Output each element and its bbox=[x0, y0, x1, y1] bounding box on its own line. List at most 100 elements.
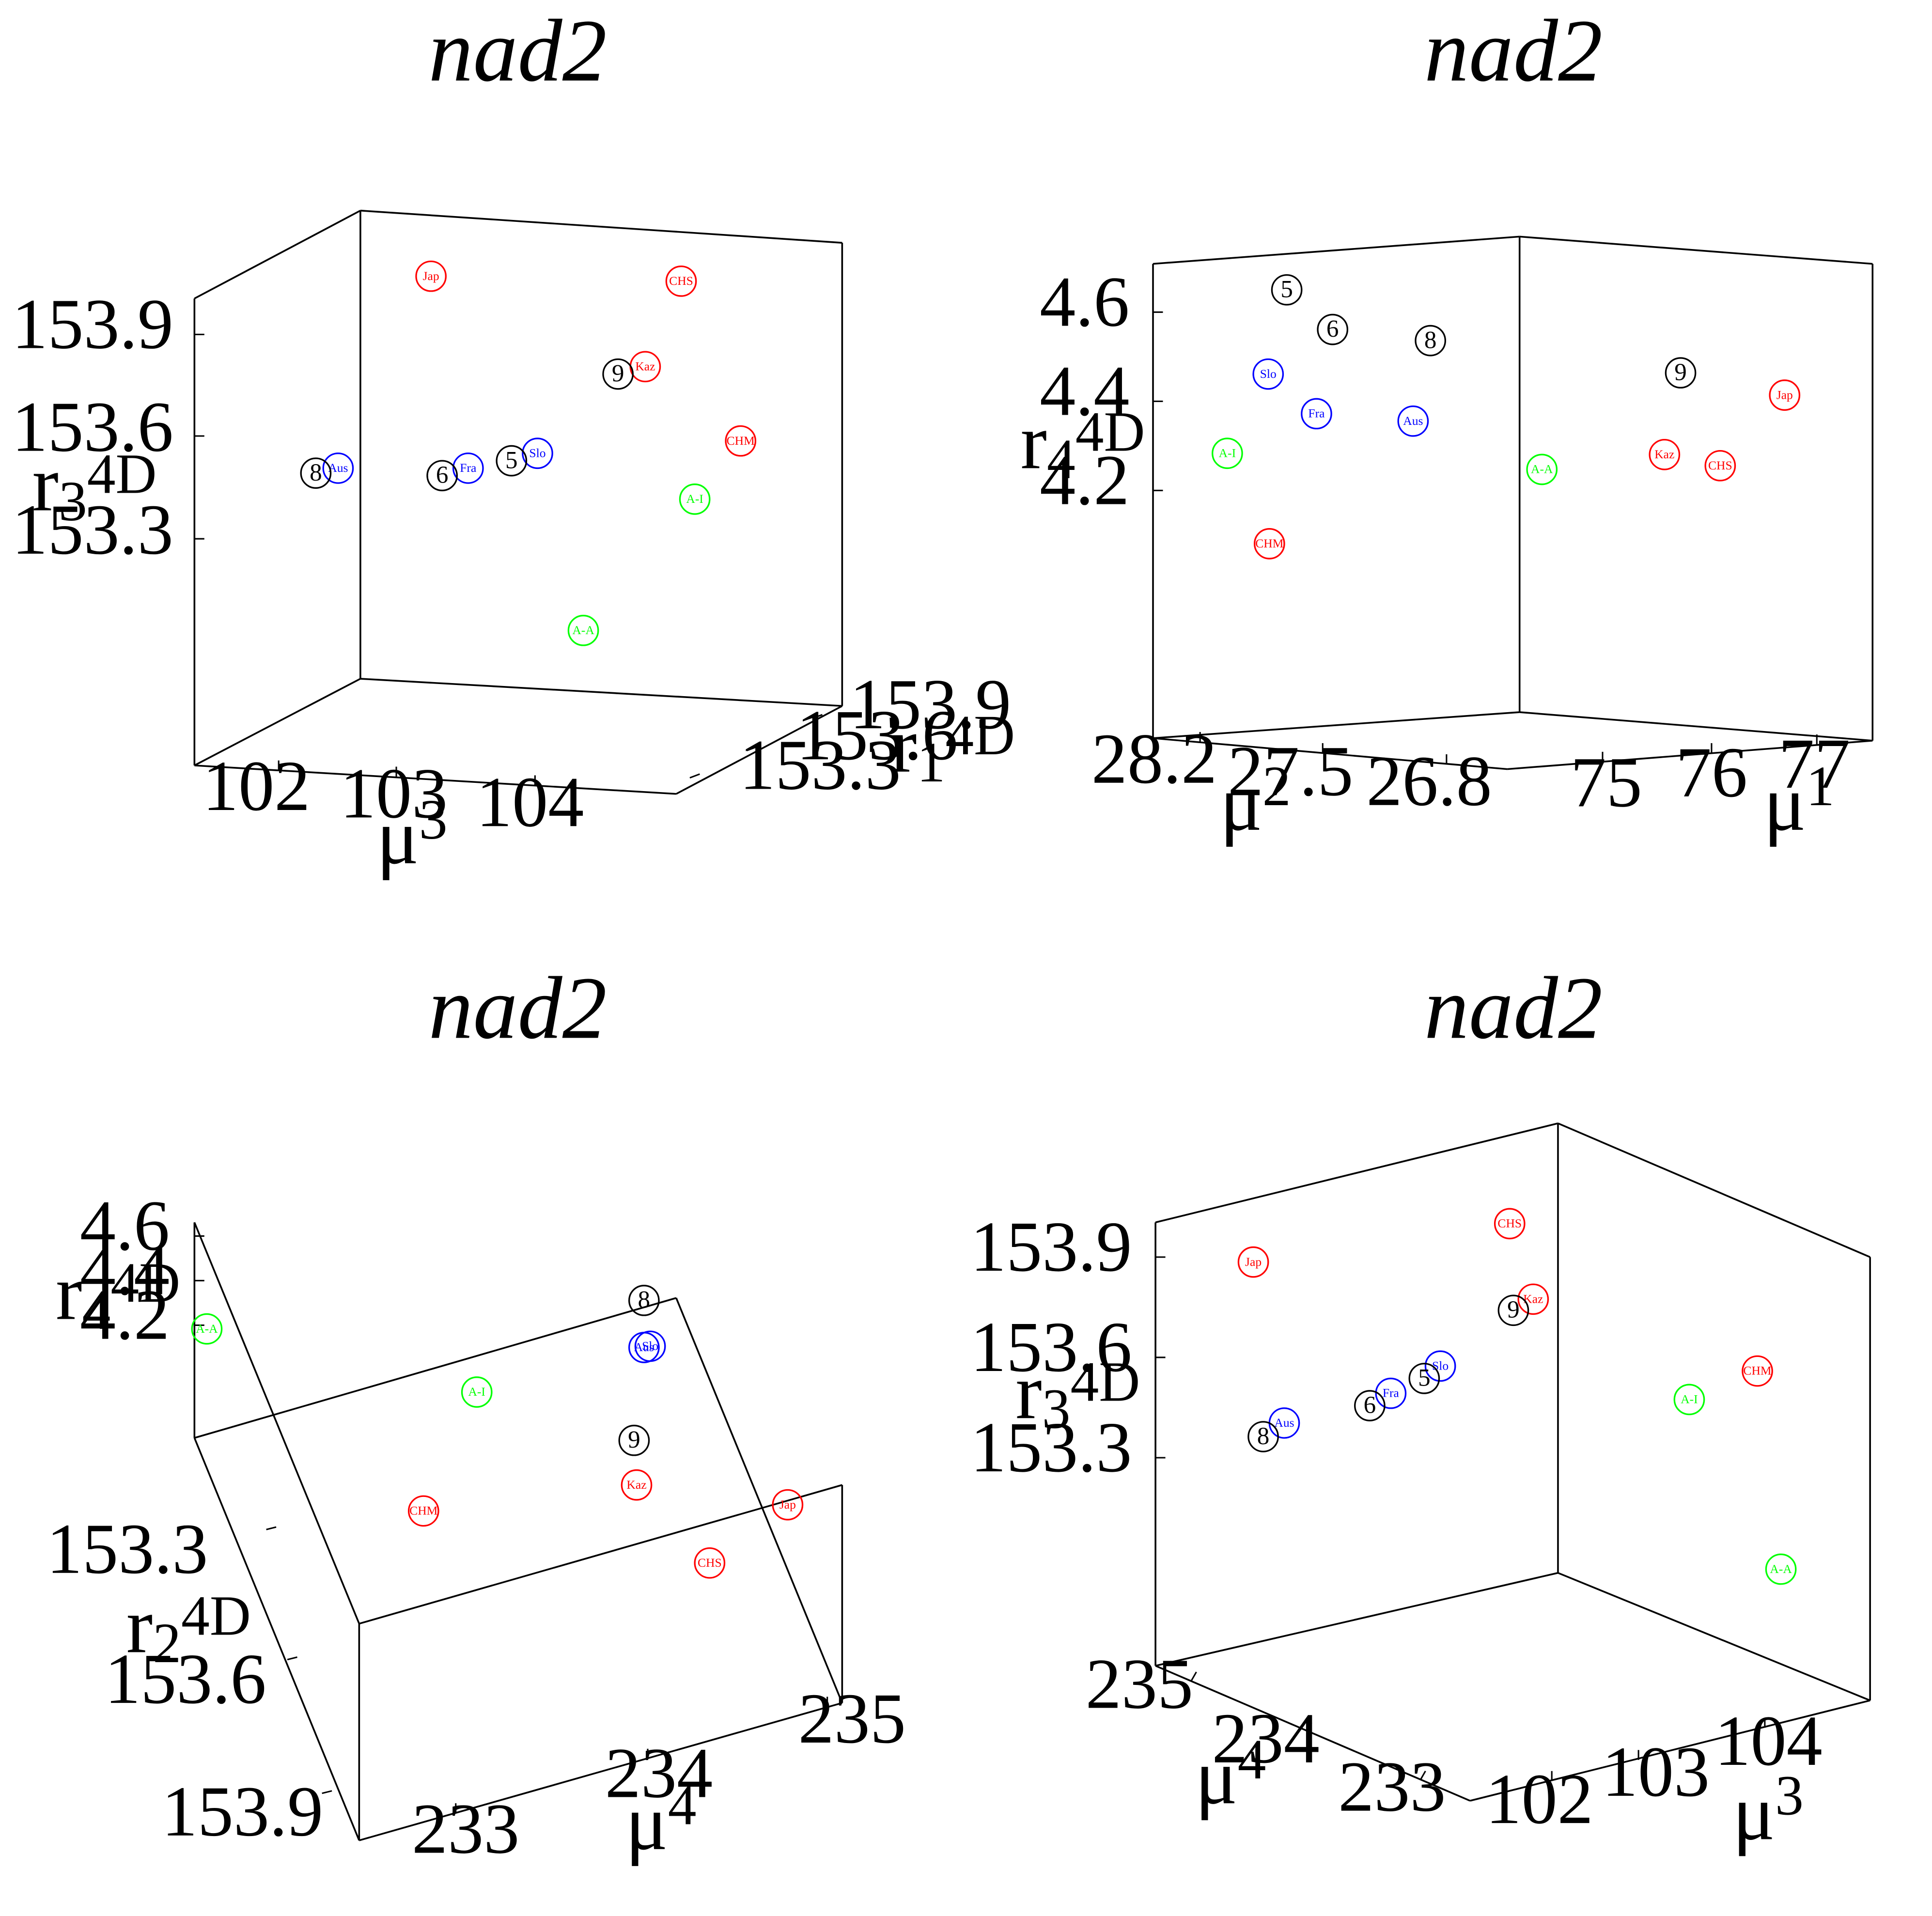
p2-point-fra-marker bbox=[1301, 398, 1332, 430]
panel-4-tickmarks bbox=[1155, 1256, 1766, 1781]
p2-point-kaz-label: Kaz bbox=[1654, 447, 1674, 461]
p2-y-tick-1: 75 bbox=[1571, 743, 1642, 822]
p2-point-9-label: 9 bbox=[1674, 358, 1687, 386]
p2-x-tick-1: 28.2 bbox=[1091, 719, 1217, 799]
p2-point-a-a-marker bbox=[1526, 453, 1558, 485]
p2-point-a-a-label: A-A bbox=[1531, 462, 1553, 476]
p4-point-8-label: 8 bbox=[1257, 1422, 1270, 1450]
p2-point-6-label: 6 bbox=[1326, 315, 1339, 343]
p1-point-jap-label: Jap bbox=[423, 269, 439, 283]
p4-point-5-label: 5 bbox=[1418, 1364, 1431, 1392]
panel-4-ticklabels: 153.3 153.6 153.9 235 234 233 102 103 10… bbox=[970, 1207, 1823, 1839]
p2-point-chm-marker bbox=[1253, 528, 1285, 560]
p1-point-8-label: 8 bbox=[310, 459, 322, 486]
p1-x-axis-label: μ3 bbox=[376, 788, 448, 881]
p1-z-tick-1: 153.3 bbox=[12, 490, 173, 570]
panel-1-title: nad2 bbox=[429, 1, 607, 100]
p3-point-a-a-marker bbox=[191, 1313, 223, 1345]
p2-point-fra-label: Fra bbox=[1308, 406, 1324, 421]
p3-point-slo-label: Slo bbox=[642, 1339, 658, 1353]
p1-y-tick-3: 153.9 bbox=[850, 665, 1012, 744]
p4-point-6-label: 6 bbox=[1364, 1391, 1376, 1419]
p1-point-chs-marker bbox=[665, 265, 697, 297]
p3-point-8-label: 8 bbox=[638, 1286, 651, 1314]
p4-z-tick-2: 153.6 bbox=[970, 1308, 1132, 1387]
p1-point-kaz-label: Kaz bbox=[635, 359, 655, 373]
panel-2-axis-labels: r44D μ2 μ1 bbox=[1020, 398, 1834, 847]
p2-point-9-marker bbox=[1665, 357, 1697, 389]
p2-point-a-i-marker bbox=[1212, 437, 1243, 469]
p3-point-8-marker bbox=[628, 1285, 660, 1316]
p2-point-6-marker bbox=[1317, 313, 1349, 345]
p1-point-a-a-label: A-A bbox=[572, 623, 594, 637]
p4-point-a-a-label: A-A bbox=[1770, 1562, 1792, 1576]
p3-point-a-i-label: A-I bbox=[468, 1385, 485, 1399]
p2-point-8-marker bbox=[1415, 325, 1446, 357]
p1-point-9-marker bbox=[602, 358, 634, 390]
panel-3-title: nad2 bbox=[429, 958, 607, 1057]
p1-point-jap-marker bbox=[415, 260, 447, 292]
p4-point-chm-marker bbox=[1742, 1355, 1773, 1387]
p3-point-a-i-marker bbox=[461, 1376, 493, 1408]
p2-x-tick-3: 26.8 bbox=[1366, 742, 1492, 821]
p3-y-axis-label: r24D bbox=[126, 1582, 251, 1674]
p3-x-tick-2: 234 bbox=[605, 1733, 713, 1813]
p4-point-5-marker bbox=[1408, 1363, 1440, 1394]
p3-z-tick-3: 4.6 bbox=[80, 1186, 170, 1266]
p1-point-slo-label: Slo bbox=[529, 446, 545, 460]
p2-point-jap-label: Jap bbox=[1776, 388, 1793, 402]
p2-point-aus-label: Aus bbox=[1403, 414, 1423, 428]
p4-x-axis-label: μ4 bbox=[1195, 1728, 1266, 1821]
p4-point-6-marker bbox=[1354, 1390, 1386, 1421]
p3-point-slo-marker bbox=[634, 1330, 666, 1362]
p3-point-a-a-label: A-A bbox=[196, 1322, 218, 1336]
p4-point-jap-marker bbox=[1237, 1246, 1269, 1278]
p2-point-slo-marker bbox=[1252, 358, 1284, 390]
p1-x-tick-1: 102 bbox=[203, 747, 310, 826]
p2-point-5-marker bbox=[1271, 274, 1303, 306]
p3-y-tick-1: 153.3 bbox=[47, 1510, 208, 1589]
p2-point-jap-marker bbox=[1769, 379, 1801, 411]
p4-x-tick-1: 235 bbox=[1086, 1644, 1193, 1724]
p2-y-axis-label: μ1 bbox=[1763, 755, 1835, 847]
p1-point-slo-marker bbox=[522, 437, 553, 469]
p1-point-chm-marker bbox=[725, 425, 757, 457]
p4-point-chs-label: CHS bbox=[1497, 1216, 1522, 1231]
panel-2-ticklabels: 4.2 4.4 4.6 28.2 27.5 26.8 75 76 77 bbox=[1040, 262, 1850, 822]
panel-3-axis-labels: r44D r24D μ4 bbox=[56, 1249, 696, 1867]
p1-x-tick-2: 103 bbox=[340, 754, 448, 833]
panel-3-tickmarks bbox=[194, 1235, 828, 1813]
p2-x-tick-2: 27.5 bbox=[1228, 732, 1353, 811]
p4-point-chs-marker bbox=[1494, 1208, 1526, 1240]
panel-2-box bbox=[1152, 235, 1874, 770]
p4-x-tick-3: 233 bbox=[1338, 1747, 1446, 1827]
p1-z-tick-2: 153.6 bbox=[12, 388, 173, 467]
p4-point-slo-marker bbox=[1424, 1350, 1456, 1382]
p1-point-5-marker bbox=[496, 445, 528, 477]
p2-point-chs-label: CHS bbox=[1708, 458, 1732, 472]
p3-x-tick-3: 235 bbox=[798, 1679, 906, 1759]
p3-point-chs-marker bbox=[694, 1547, 726, 1579]
panel-4-axis-labels: r34D μ4 μ3 bbox=[1015, 1348, 1804, 1856]
p4-y-tick-2: 103 bbox=[1602, 1732, 1710, 1812]
p1-point-8-marker bbox=[300, 457, 332, 489]
p1-point-aus-marker bbox=[322, 452, 354, 484]
p4-point-a-a-marker bbox=[1765, 1553, 1797, 1585]
p1-point-9-label: 9 bbox=[612, 359, 624, 387]
p2-point-chm-label: CHM bbox=[1255, 536, 1283, 550]
p2-z-tick-2: 4.4 bbox=[1040, 352, 1129, 431]
panel-4-title: nad2 bbox=[1424, 958, 1603, 1057]
p2-point-a-i-label: A-I bbox=[1219, 446, 1236, 460]
panel-1-ticklabels: 153.3 153.6 153.9 102 103 104 153.3 153.… bbox=[12, 284, 1011, 842]
p1-point-a-a-marker bbox=[567, 614, 599, 646]
panel-2-tickmarks bbox=[1153, 311, 1818, 764]
p3-point-chs-label: CHS bbox=[698, 1556, 722, 1570]
p1-y-tick-2: 153.6 bbox=[796, 696, 958, 775]
p3-point-chm-label: CHM bbox=[409, 1504, 437, 1518]
p4-point-aus-label: Aus bbox=[1274, 1416, 1294, 1430]
panel-4: nad2 153.3 153.6 153.9 23 bbox=[970, 958, 1871, 1856]
p4-z-axis-label: r34D bbox=[1015, 1348, 1140, 1440]
p2-point-kaz-marker bbox=[1649, 438, 1681, 470]
